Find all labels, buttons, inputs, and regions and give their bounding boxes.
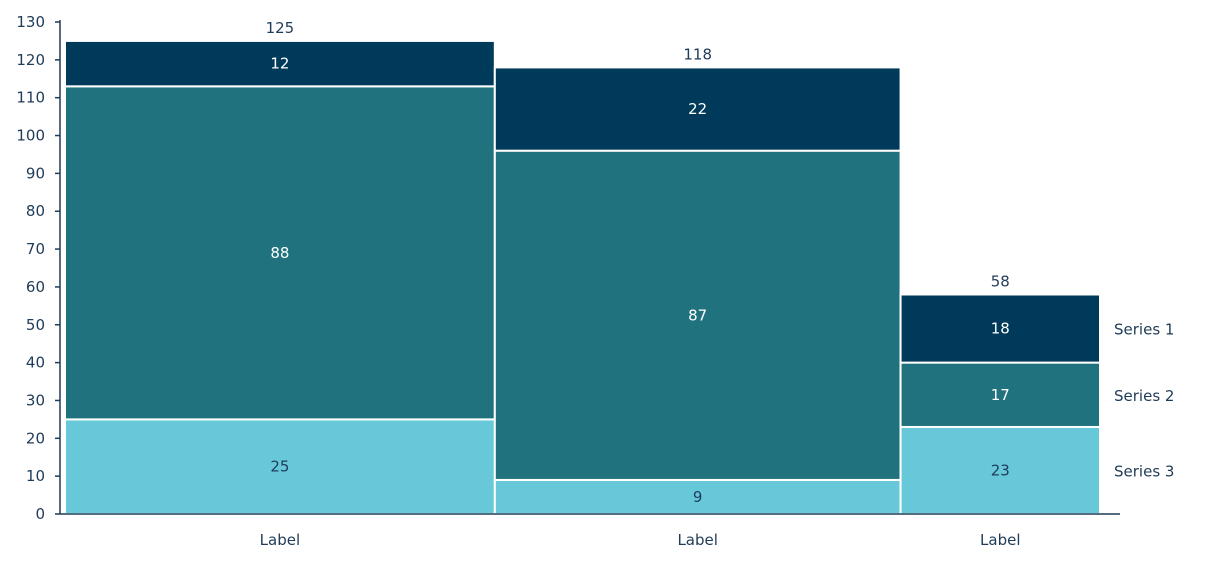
y-axis: 0 10 20 30 40 50 60 70 80 90 100 110 120 130 — [16, 13, 61, 523]
column-total-label: 118 — [683, 45, 712, 63]
y-tick-label: 60 — [26, 278, 45, 296]
category-label: Label — [677, 531, 717, 549]
segment-value-labels: 25 88 12 9 87 22 23 17 18 — [270, 55, 1009, 506]
y-tick-label: 110 — [16, 89, 45, 107]
y-tick-label: 30 — [26, 391, 45, 409]
segment-value-label: 18 — [991, 320, 1010, 338]
segment-value-label: 9 — [693, 488, 703, 506]
segment-value-label: 25 — [270, 458, 289, 476]
column-total-label: 125 — [266, 19, 295, 37]
legend-entry: Series 1 — [1114, 321, 1174, 339]
category-label: Label — [260, 531, 300, 549]
y-tick-label: 0 — [35, 505, 45, 523]
y-tick-label: 120 — [16, 51, 45, 69]
y-tick-label: 90 — [26, 164, 45, 182]
bar-segment — [64, 85, 496, 421]
column-total-labels: 125 118 58 — [266, 19, 1010, 291]
category-label: Label — [980, 531, 1020, 549]
segment-value-label: 87 — [688, 306, 707, 324]
segment-value-label: 23 — [991, 461, 1010, 479]
bar-segment — [493, 66, 902, 152]
segment-value-label: 17 — [991, 386, 1010, 404]
y-tick-label: 80 — [26, 202, 45, 220]
legend-entry: Series 2 — [1114, 387, 1174, 405]
segment-value-label: 88 — [270, 244, 289, 262]
segment-value-label: 22 — [688, 100, 707, 118]
segment-value-label: 12 — [270, 55, 289, 73]
bar-segment — [899, 293, 1101, 364]
y-tick-label: 130 — [16, 13, 45, 31]
legend: Series 3 Series 2 Series 1 — [1114, 321, 1174, 481]
legend-entry: Series 3 — [1114, 462, 1174, 480]
bar-segment — [493, 149, 902, 481]
y-tick-label: 70 — [26, 240, 45, 258]
y-tick-label: 100 — [16, 127, 45, 145]
bar-segments — [64, 39, 1101, 516]
y-tick-label: 40 — [26, 354, 45, 372]
y-tick-label: 10 — [26, 467, 45, 485]
bar-segment — [64, 418, 496, 515]
x-axis: Label Label Label — [60, 513, 1120, 549]
bar-segment — [64, 39, 496, 88]
y-tick-label: 50 — [26, 316, 45, 334]
bar-segment — [899, 361, 1101, 428]
column-total-label: 58 — [991, 272, 1010, 290]
y-tick-label: 20 — [26, 429, 45, 447]
